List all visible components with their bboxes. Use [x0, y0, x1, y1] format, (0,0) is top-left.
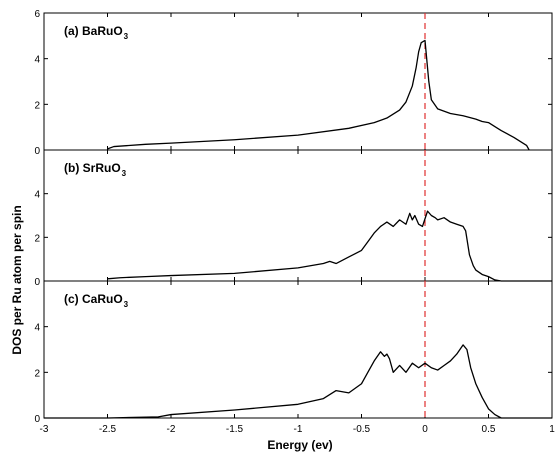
- x-tick-label: 0.5: [482, 424, 496, 435]
- x-tick-label: -2: [167, 424, 176, 435]
- x-tick-label: -0.5: [353, 424, 371, 435]
- y-axis-title: DOS per Ru atom per spin: [10, 205, 24, 354]
- y-tick-label: 4: [34, 323, 40, 334]
- y-tick-label: 4: [34, 190, 40, 201]
- dos-curve: [107, 39, 530, 151]
- panel-label: (a) BaRuO: [64, 24, 123, 38]
- panel-3: 0 2 4 (c) CaRuO 3: [34, 280, 553, 425]
- x-tick-label: -1.5: [226, 424, 244, 435]
- panel-label-subscript: 3: [122, 169, 127, 178]
- y-tick-label: 2: [34, 368, 40, 379]
- dos-curve: [44, 344, 552, 419]
- panel-2: 0 2 4 (b) SrRuO 3: [34, 149, 553, 288]
- panel-label-subscript: 3: [124, 300, 129, 309]
- y-tick-label: 2: [34, 100, 40, 111]
- panel-label: (c) CaRuO: [64, 292, 123, 306]
- dos-curve: [107, 210, 552, 282]
- panel-1: 0 2 4 6 (a) BaRuO 3: [34, 9, 553, 157]
- x-tick-label: 0: [422, 424, 428, 435]
- x-tick-label: -2.5: [99, 424, 117, 435]
- x-tick-label: 1: [549, 424, 555, 435]
- y-tick-label: 0: [34, 146, 40, 157]
- y-tick-label: 0: [34, 277, 40, 288]
- x-tick-label: -1: [294, 424, 303, 435]
- y-tick-label: 4: [34, 55, 40, 66]
- panel-label-subscript: 3: [124, 32, 129, 41]
- x-axis-title: Energy (ev): [267, 438, 332, 452]
- y-tick-label: 0: [34, 414, 40, 425]
- x-tick-label: -3: [40, 424, 49, 435]
- panel-label: (b) SrRuO: [64, 161, 121, 175]
- y-tick-label: 6: [34, 9, 40, 20]
- y-tick-label: 2: [34, 233, 40, 244]
- x-axis: -3 -2.5 -2 -1.5 -1 -0.5 0 0.5 1: [40, 424, 556, 435]
